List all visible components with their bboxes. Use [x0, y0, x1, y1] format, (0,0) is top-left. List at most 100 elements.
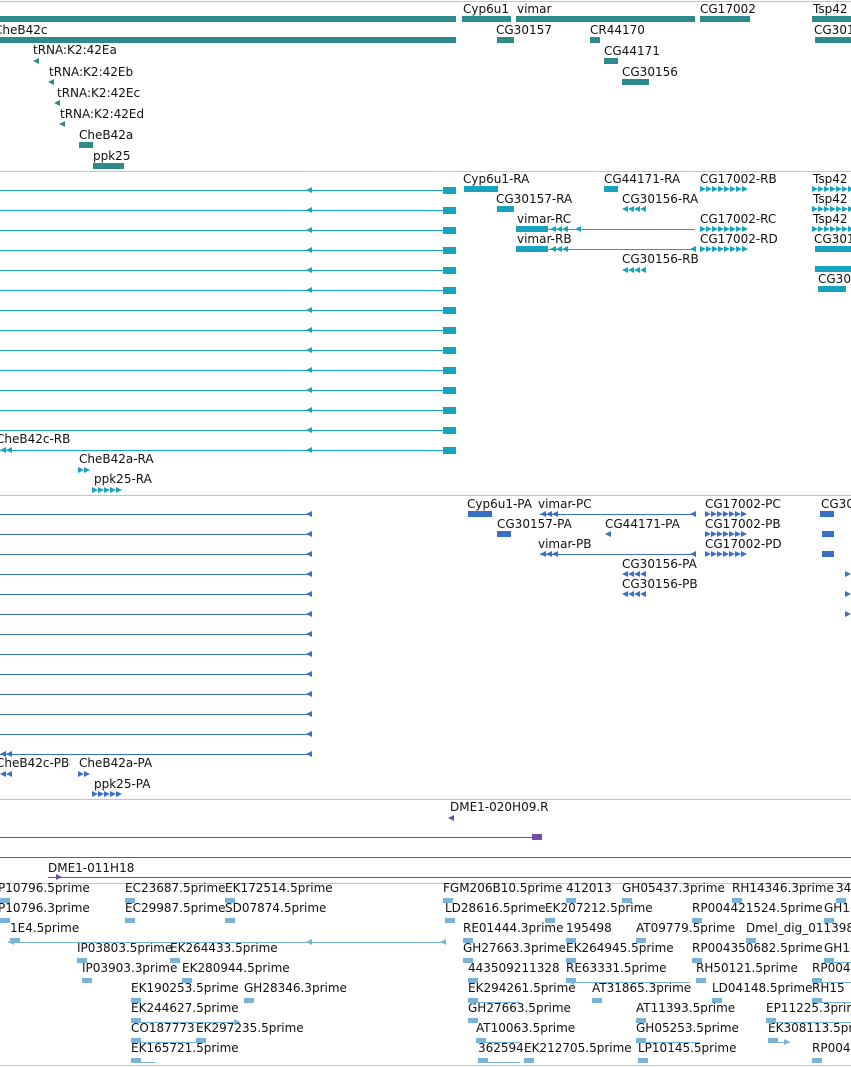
read-block[interactable] — [478, 1058, 488, 1063]
cdna-label[interactable]: EK264433.5prime — [170, 941, 278, 955]
transcript-label[interactable]: CG30156-RA — [622, 192, 699, 206]
cdna-label[interactable]: RE01444.3prime — [463, 921, 564, 935]
gene-label[interactable]: CG44171 — [604, 44, 660, 58]
exon-block[interactable] — [443, 287, 456, 294]
cdna-label[interactable]: AT11393.5prime — [636, 1001, 735, 1015]
exon-block[interactable] — [443, 387, 456, 394]
protein-label[interactable]: CG44171-PA — [605, 517, 681, 531]
cdna-label[interactable]: GH28346.3prime — [244, 981, 347, 995]
protein-label[interactable]: ppk25-PA — [94, 777, 151, 791]
read-block[interactable] — [468, 978, 478, 983]
feature-block[interactable] — [818, 286, 846, 292]
protein-label[interactable]: CG30156-PB — [622, 577, 698, 591]
feature-block[interactable] — [516, 16, 695, 22]
gene-label[interactable]: tRNA:K2:42Ea — [33, 43, 117, 57]
cdna-label[interactable]: EC23687.5prime — [125, 881, 226, 895]
exon-block[interactable] — [443, 207, 456, 214]
cdna-label[interactable]: GH1 — [824, 901, 850, 915]
exon-block[interactable] — [443, 327, 456, 334]
feature-block[interactable] — [497, 531, 511, 537]
feature-block[interactable] — [815, 246, 851, 252]
read-block[interactable] — [636, 1018, 646, 1023]
read-block[interactable] — [824, 918, 834, 923]
gene-label[interactable]: Tsp42 — [812, 2, 847, 16]
protein-label[interactable]: CheB42c-PB — [0, 756, 69, 770]
transcript-label[interactable]: Tsp42 — [812, 192, 847, 206]
gene-label[interactable]: CR44170 — [590, 23, 645, 37]
read-block[interactable] — [445, 918, 455, 923]
transcript-label[interactable]: Tsp42 — [812, 212, 847, 226]
exon-block[interactable] — [443, 187, 456, 194]
read-block[interactable] — [566, 958, 576, 963]
gene-label[interactable]: ppk25 — [93, 149, 130, 163]
cdna-label[interactable]: RE63331.5prime — [566, 961, 667, 975]
read-block[interactable] — [692, 918, 702, 923]
cdna-label[interactable]: EK308113.5prime — [768, 1021, 851, 1035]
read-block[interactable] — [768, 1038, 778, 1043]
transcript-label[interactable]: CG44171-RA — [604, 172, 681, 186]
cdna-label[interactable]: GH05253.5prime — [636, 1021, 739, 1035]
feature-block[interactable] — [462, 16, 511, 22]
read-block[interactable] — [732, 898, 742, 903]
cdna-label[interactable]: RH14346.3prime — [732, 881, 834, 895]
read-block[interactable] — [545, 918, 555, 923]
read-block[interactable] — [0, 898, 10, 903]
read-block[interactable] — [77, 958, 87, 963]
read-block[interactable] — [82, 978, 92, 983]
gene-bar-cheb42c-2[interactable] — [0, 37, 456, 43]
read-block[interactable] — [131, 1018, 141, 1023]
protein-label[interactable]: vimar-PC — [538, 497, 592, 511]
cdna-label[interactable]: EK165721.5prime — [131, 1041, 239, 1055]
read-block[interactable] — [476, 1038, 486, 1043]
est-label[interactable]: DME1-020H09.R — [450, 800, 549, 814]
read-block[interactable] — [622, 898, 632, 903]
read-block[interactable] — [812, 978, 822, 983]
protein-label[interactable]: vimar-PB — [538, 537, 591, 551]
read-block[interactable] — [463, 958, 473, 963]
exon-block[interactable] — [443, 227, 456, 234]
feature-block[interactable] — [604, 186, 618, 192]
cdna-label[interactable]: RP004350682.5prime — [692, 941, 823, 955]
read-block[interactable] — [746, 938, 756, 943]
cdna-label[interactable]: LD04148.5prime — [712, 981, 813, 995]
cdna-label[interactable]: P10796.5prime — [0, 881, 90, 895]
read-block[interactable] — [824, 958, 834, 963]
feature-block[interactable] — [590, 37, 600, 43]
read-block[interactable] — [182, 978, 192, 983]
read-block[interactable] — [812, 1058, 822, 1063]
feature-block[interactable] — [497, 206, 514, 212]
read-block[interactable] — [225, 918, 235, 923]
exon-block[interactable] — [443, 307, 456, 314]
transcript-label[interactable]: vimar-RC — [517, 212, 571, 226]
gene-label[interactable]: CG30157 — [496, 23, 552, 37]
feature-block[interactable] — [604, 58, 618, 64]
read-block[interactable] — [443, 898, 453, 903]
feature-block[interactable] — [820, 511, 834, 517]
cdna-label[interactable]: IP03903.3prime — [82, 961, 177, 975]
feature-block[interactable] — [516, 226, 548, 232]
cdna-label[interactable]: SD07874.5prime — [225, 901, 326, 915]
read-block[interactable] — [225, 898, 235, 903]
cdna-label[interactable]: EP11225.3prime — [766, 1001, 851, 1015]
transcript-label[interactable]: ppk25-RA — [94, 472, 153, 486]
read-block[interactable] — [638, 1058, 648, 1063]
cdna-label[interactable]: RP004 — [812, 961, 850, 975]
cdna-label[interactable]: EK264945.5prime — [566, 941, 674, 955]
cdna-label[interactable]: 34 — [836, 881, 851, 895]
feature-block[interactable] — [622, 79, 649, 85]
cdna-label[interactable]: RP004421524.5prime — [692, 901, 823, 915]
cdna-label[interactable]: AT09779.5prime — [636, 921, 735, 935]
feature-block[interactable] — [822, 551, 834, 557]
read-block[interactable] — [10, 938, 20, 943]
transcript-label[interactable]: CG30157-RA — [496, 192, 573, 206]
cdna-label[interactable]: RH50121.5prime — [696, 961, 798, 975]
cdna-label[interactable]: EK244627.5prime — [131, 1001, 239, 1015]
read-block[interactable] — [468, 1018, 478, 1023]
protein-label[interactable]: CG30156-PA — [622, 557, 698, 571]
feature-block[interactable] — [700, 16, 750, 22]
cdna-label[interactable]: AT10063.5prime — [476, 1021, 575, 1035]
read-block[interactable] — [712, 998, 722, 1003]
read-block[interactable] — [524, 1058, 534, 1063]
feature-block[interactable] — [815, 266, 851, 272]
exon-block[interactable] — [443, 367, 456, 374]
